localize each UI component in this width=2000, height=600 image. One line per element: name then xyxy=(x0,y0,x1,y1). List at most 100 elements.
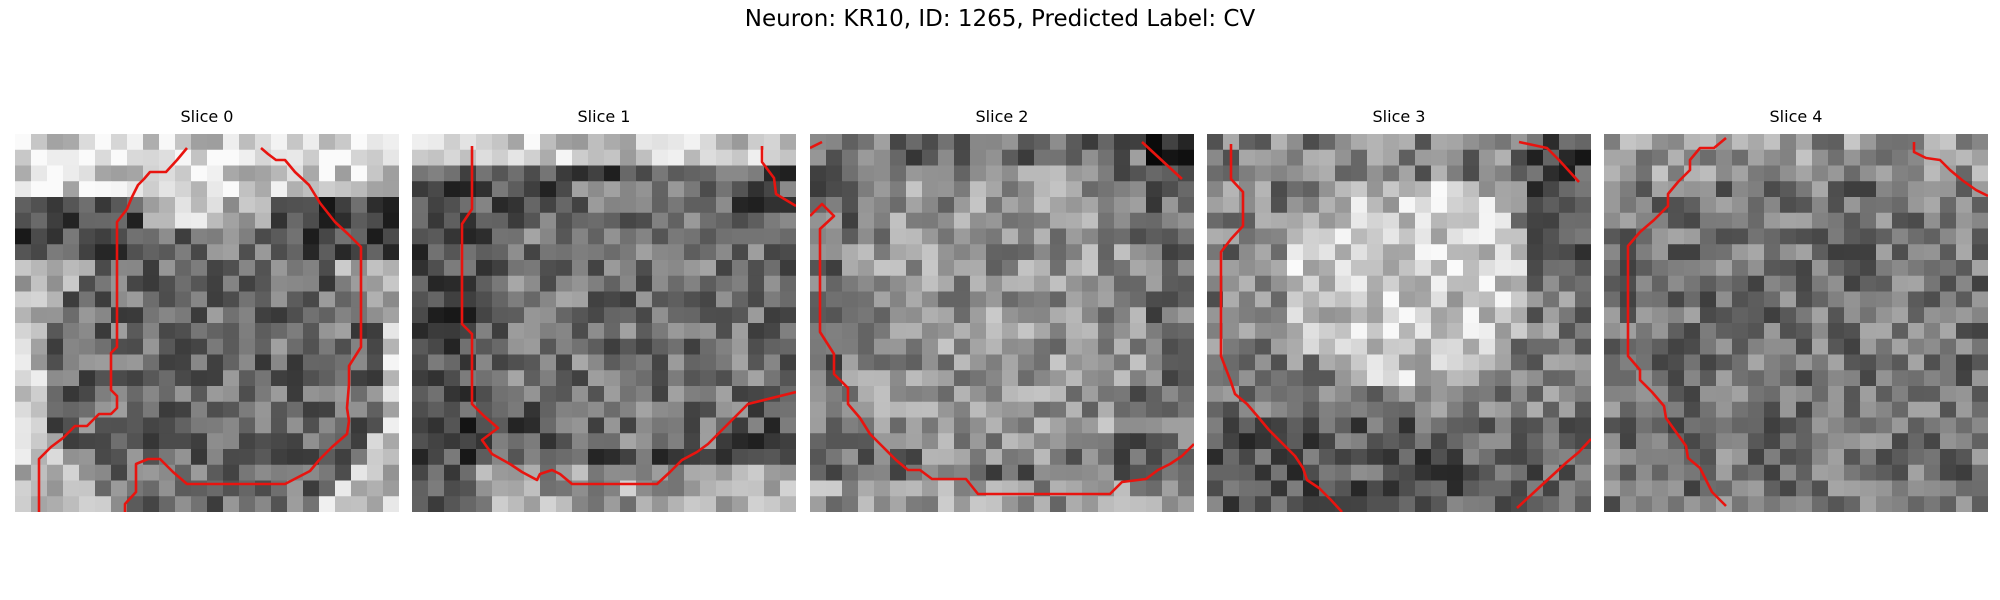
image-pixel xyxy=(111,165,128,182)
image-pixel xyxy=(1098,464,1115,482)
image-pixel xyxy=(15,307,32,324)
image-pixel xyxy=(476,165,493,182)
image-pixel xyxy=(524,354,541,371)
image-pixel xyxy=(159,149,176,167)
image-pixel xyxy=(1668,323,1685,340)
image-pixel xyxy=(1620,165,1637,182)
image-pixel xyxy=(367,307,384,324)
image-pixel xyxy=(874,354,891,371)
image-pixel xyxy=(1082,338,1099,356)
image-pixel xyxy=(1780,260,1797,277)
image-pixel xyxy=(954,228,971,245)
image-pixel xyxy=(79,134,96,151)
image-pixel xyxy=(1668,464,1685,482)
image-pixel xyxy=(159,449,176,466)
image-pixel xyxy=(1604,386,1621,403)
image-pixel xyxy=(175,370,192,387)
image-pixel xyxy=(906,449,923,466)
image-pixel xyxy=(780,134,796,151)
image-pixel xyxy=(1604,338,1621,356)
image-pixel xyxy=(906,496,923,512)
image-pixel xyxy=(223,323,240,340)
image-pixel xyxy=(31,181,48,198)
image-pixel xyxy=(1239,480,1256,497)
image-pixel xyxy=(1940,228,1957,245)
image-pixel xyxy=(1575,464,1591,482)
image-pixel xyxy=(255,275,272,293)
image-pixel xyxy=(1844,212,1861,230)
image-pixel xyxy=(668,480,685,497)
image-pixel xyxy=(1018,212,1035,230)
image-pixel xyxy=(1796,307,1813,324)
image-pixel xyxy=(79,212,96,230)
image-pixel xyxy=(1399,181,1416,198)
image-pixel xyxy=(1255,244,1272,261)
image-pixel xyxy=(63,323,80,340)
image-pixel xyxy=(540,149,557,167)
image-pixel xyxy=(668,275,685,293)
image-pixel xyxy=(668,197,685,214)
image-pixel xyxy=(748,307,765,324)
image-pixel xyxy=(1559,197,1576,214)
image-pixel xyxy=(63,244,80,261)
image-pixel xyxy=(588,228,605,245)
image-pixel xyxy=(668,291,685,308)
image-pixel xyxy=(1940,338,1957,356)
image-pixel xyxy=(1604,480,1621,497)
image-pixel xyxy=(970,338,987,356)
image-pixel xyxy=(700,417,717,434)
image-pixel xyxy=(207,165,224,182)
image-pixel xyxy=(1319,291,1336,308)
image-pixel xyxy=(460,386,477,403)
image-pixel xyxy=(127,165,144,182)
image-pixel xyxy=(143,464,160,482)
image-pixel xyxy=(15,338,32,356)
image-pixel xyxy=(79,464,96,482)
image-pixel xyxy=(668,134,685,151)
image-pixel xyxy=(1604,354,1621,371)
image-pixel xyxy=(1732,433,1749,450)
image-pixel xyxy=(367,449,384,466)
image-pixel xyxy=(1828,291,1845,308)
image-pixel xyxy=(780,275,796,293)
image-pixel xyxy=(1527,417,1544,434)
image-pixel xyxy=(367,433,384,450)
image-pixel xyxy=(652,433,669,450)
image-pixel xyxy=(1956,260,1973,277)
image-pixel xyxy=(1575,149,1591,167)
image-pixel xyxy=(1495,370,1512,387)
image-pixel xyxy=(620,307,637,324)
image-pixel xyxy=(1271,323,1288,340)
image-pixel xyxy=(1972,354,1988,371)
image-pixel xyxy=(764,370,781,387)
image-pixel xyxy=(319,464,336,482)
image-pixel xyxy=(47,212,64,230)
image-pixel xyxy=(1796,464,1813,482)
image-pixel xyxy=(1972,165,1988,182)
image-pixel xyxy=(1543,291,1560,308)
image-pixel xyxy=(1876,338,1893,356)
image-pixel xyxy=(428,338,445,356)
image-pixel xyxy=(223,401,240,419)
image-pixel xyxy=(1463,449,1480,466)
image-pixel xyxy=(319,449,336,466)
image-pixel xyxy=(428,323,445,340)
image-pixel xyxy=(1082,291,1099,308)
image-pixel xyxy=(922,212,939,230)
image-pixel xyxy=(47,417,64,434)
image-pixel xyxy=(1543,197,1560,214)
image-pixel xyxy=(1114,291,1131,308)
image-pixel xyxy=(1844,433,1861,450)
image-pixel xyxy=(1319,417,1336,434)
image-pixel xyxy=(1034,323,1051,340)
image-pixel xyxy=(1018,464,1035,482)
image-pixel xyxy=(1844,149,1861,167)
image-pixel xyxy=(970,275,987,293)
image-pixel xyxy=(444,354,461,371)
image-pixel xyxy=(1002,386,1019,403)
image-pixel xyxy=(1162,134,1179,151)
image-pixel xyxy=(63,370,80,387)
image-pixel xyxy=(1399,496,1416,512)
image-pixel xyxy=(1828,464,1845,482)
image-pixel xyxy=(335,464,352,482)
